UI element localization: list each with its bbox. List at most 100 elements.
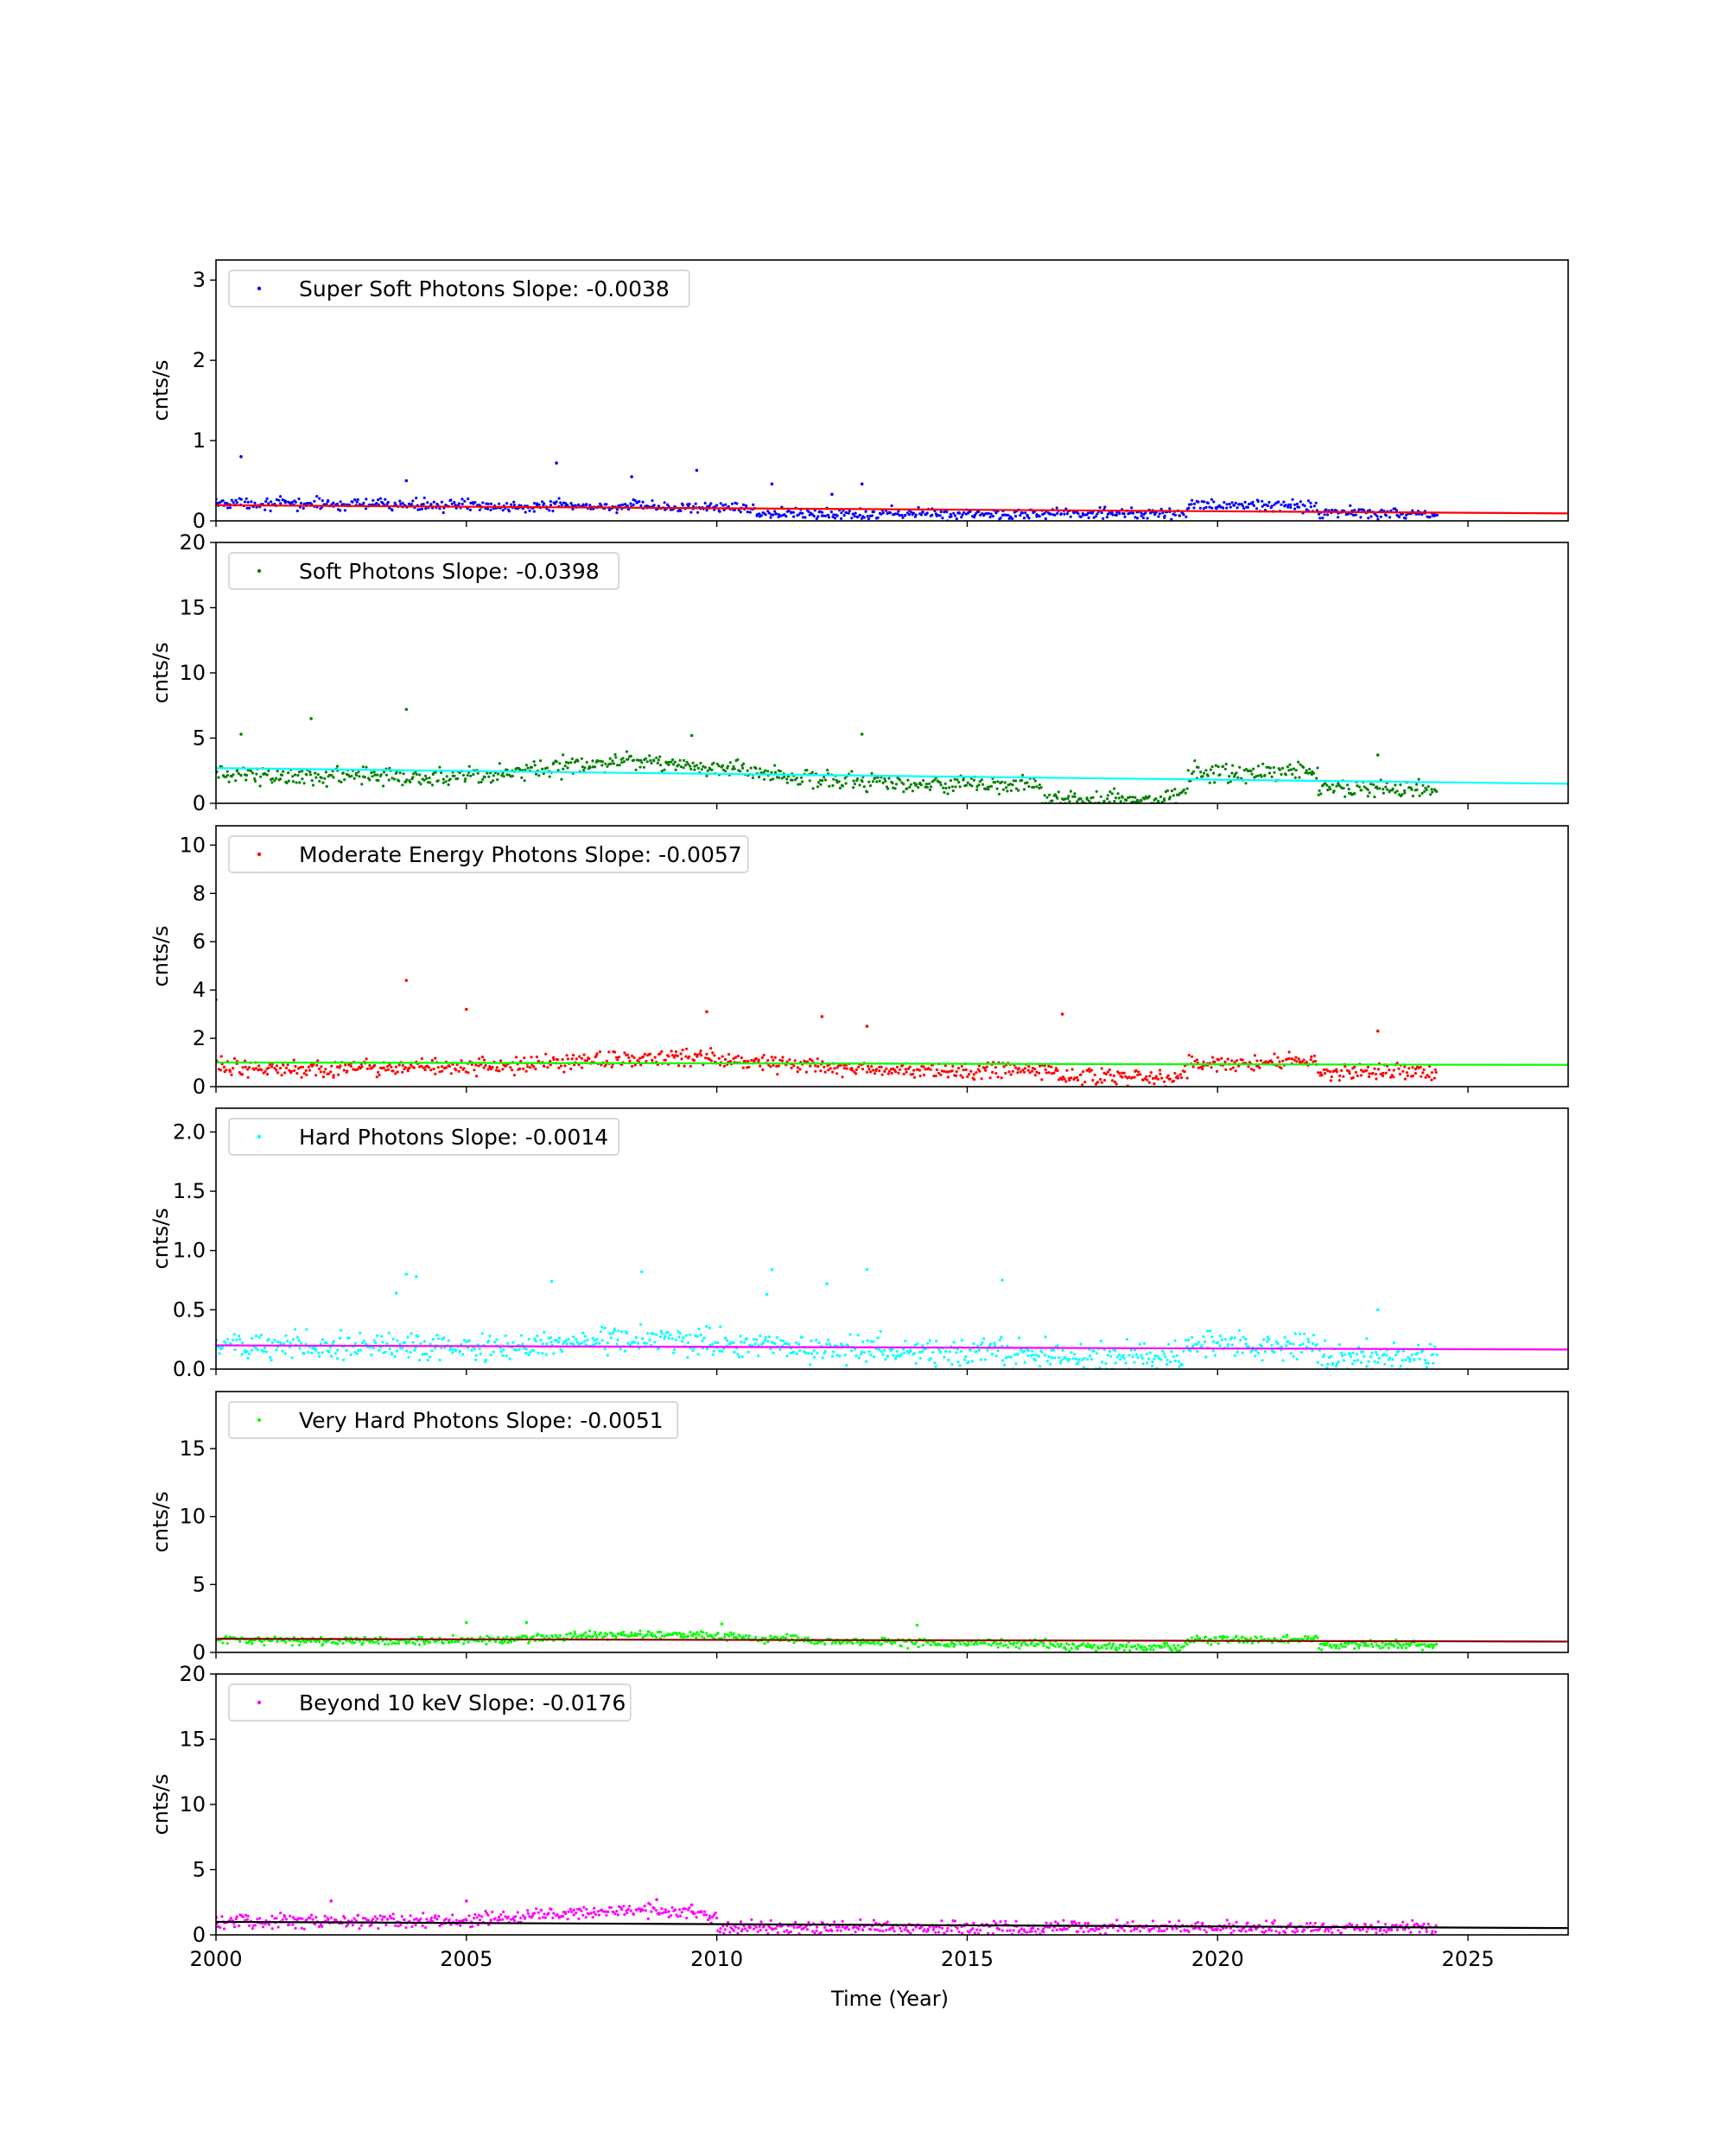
data-point [1163, 1645, 1166, 1648]
data-point [815, 517, 818, 521]
data-point [578, 1055, 581, 1058]
data-point [478, 1057, 481, 1061]
data-point [1093, 1643, 1096, 1646]
data-point [960, 1339, 963, 1342]
data-point [1206, 774, 1210, 777]
data-point [1175, 1354, 1178, 1357]
data-point [697, 1633, 701, 1637]
scatter-points [216, 979, 1438, 1087]
data-point [908, 1065, 912, 1068]
data-point [570, 1057, 574, 1061]
data-point [623, 1051, 626, 1055]
data-point [653, 1056, 657, 1059]
data-point [831, 1070, 835, 1074]
data-point [1288, 763, 1292, 766]
data-point [1319, 1071, 1323, 1075]
data-point [1076, 800, 1079, 803]
data-point [524, 1069, 528, 1073]
data-point [709, 502, 713, 505]
data-point [259, 1333, 263, 1337]
data-point [1249, 1068, 1254, 1071]
data-point [878, 779, 881, 783]
data-point [485, 1642, 488, 1646]
data-point [761, 1068, 765, 1072]
data-point [1298, 776, 1301, 779]
data-point [260, 1348, 264, 1352]
data-point [286, 1340, 289, 1343]
data-point [779, 1636, 783, 1639]
data-point [1336, 1644, 1339, 1647]
data-point [1187, 1054, 1191, 1057]
data-point [773, 770, 778, 774]
data-point [321, 1351, 324, 1354]
data-point [241, 1341, 245, 1345]
data-point [1185, 787, 1189, 790]
data-point [321, 1925, 324, 1928]
data-point [1324, 1072, 1327, 1075]
data-point [323, 1914, 327, 1918]
data-point [1051, 799, 1054, 802]
data-point [1214, 764, 1217, 767]
y-tick-label: 0 [193, 1075, 206, 1099]
data-point [566, 1057, 570, 1061]
data-point [678, 758, 682, 762]
data-point [1426, 1074, 1429, 1077]
data-point [1105, 516, 1109, 519]
data-point [267, 769, 270, 773]
data-point [1095, 1352, 1099, 1355]
data-point [1009, 1355, 1013, 1359]
data-point [922, 1065, 925, 1068]
data-point [1305, 769, 1308, 772]
data-point [408, 1066, 411, 1069]
data-point [234, 1917, 238, 1920]
data-point [1013, 1641, 1016, 1645]
data-point [533, 1337, 537, 1341]
data-point [715, 504, 719, 507]
data-point [1318, 1642, 1322, 1646]
data-point [1210, 1335, 1214, 1339]
data-point [474, 1075, 479, 1078]
data-point [1023, 1067, 1026, 1070]
data-point [1151, 1076, 1155, 1081]
data-point [632, 1912, 636, 1916]
data-point [280, 1639, 283, 1643]
data-point [509, 1066, 512, 1069]
outlier-point [404, 479, 409, 483]
data-point [551, 1916, 555, 1919]
data-point [585, 760, 588, 764]
data-point [469, 774, 473, 777]
data-point [464, 777, 467, 781]
data-point [880, 1073, 884, 1076]
data-point [1286, 765, 1289, 769]
data-point [363, 1635, 366, 1639]
data-point [370, 1353, 373, 1356]
data-point [339, 1064, 342, 1068]
data-point [521, 1914, 525, 1918]
data-point [1297, 1637, 1300, 1641]
data-point [321, 1642, 325, 1646]
data-point [639, 758, 643, 762]
outlier-point [555, 461, 558, 465]
data-point [1014, 787, 1019, 790]
data-point [909, 783, 912, 786]
data-point [1236, 776, 1240, 779]
data-point [566, 1918, 569, 1921]
data-point [867, 1350, 871, 1354]
data-point [1018, 1646, 1021, 1650]
data-point [556, 769, 560, 772]
data-point [600, 1631, 603, 1634]
data-point [743, 1341, 746, 1344]
data-point [453, 1640, 456, 1644]
data-point [1363, 1642, 1367, 1646]
data-point [613, 1050, 617, 1054]
data-point [1131, 1355, 1134, 1359]
data-point [265, 1350, 269, 1354]
data-point [504, 1334, 507, 1337]
data-point [450, 1640, 454, 1644]
data-point [347, 1336, 351, 1340]
data-point [862, 785, 866, 789]
data-point [480, 1915, 484, 1918]
data-point [505, 1354, 508, 1358]
data-point [770, 1056, 773, 1059]
